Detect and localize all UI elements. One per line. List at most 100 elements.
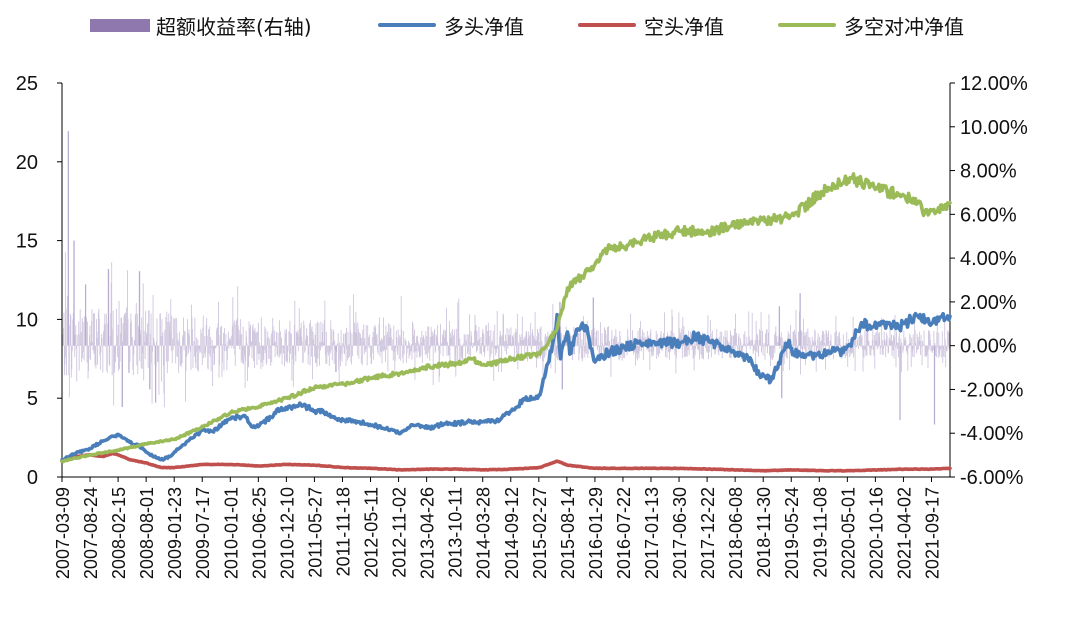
excess-return-bar (365, 345, 367, 353)
excess-return-bar (587, 345, 589, 358)
excess-return-bar (805, 331, 807, 346)
excess-return-bar (702, 345, 704, 358)
excess-return-bar (480, 336, 482, 346)
excess-return-bar (718, 337, 720, 346)
excess-return-bar (534, 312, 536, 346)
excess-return-bar (777, 342, 779, 346)
excess-return-bar (330, 345, 332, 351)
excess-return-bar (370, 345, 372, 358)
excess-return-bar (89, 325, 91, 346)
excess-return-bar (543, 345, 545, 358)
excess-return-bar (437, 342, 439, 346)
excess-return-bar (366, 345, 368, 366)
excess-return-bar (641, 329, 643, 346)
excess-return-bar (454, 345, 456, 362)
excess-return-bar (576, 329, 578, 346)
excess-return-bar (319, 342, 321, 346)
excess-return-bar (619, 330, 621, 346)
excess-return-bar (856, 339, 858, 346)
excess-return-bar (185, 345, 186, 402)
excess-return-bar (724, 330, 726, 346)
excess-return-bar (360, 345, 362, 364)
excess-return-bar (605, 329, 606, 346)
excess-return-bar (319, 345, 321, 351)
excess-return-bar (426, 335, 428, 346)
x-tick-label: 2008-02-15 (109, 487, 129, 579)
excess-return-bar (385, 345, 387, 350)
excess-return-bar (159, 313, 161, 346)
excess-return-bar (190, 345, 191, 352)
excess-return-bar (489, 345, 491, 362)
excess-return-bar (884, 339, 886, 346)
excess-return-bar (329, 345, 331, 352)
excess-return-bar (860, 345, 862, 348)
excess-return-bar (78, 321, 80, 346)
excess-return-bar (329, 345, 331, 354)
legend: 超额收益率(右轴) 多头净值 空头净值 多空对冲净值 (0, 8, 1068, 42)
excess-return-bar (767, 345, 768, 354)
excess-return-bar (698, 345, 699, 351)
excess-return-bar (504, 341, 506, 346)
excess-return-bar (106, 345, 108, 374)
x-tick-label: 2014-09-12 (502, 487, 522, 579)
excess-return-bar (315, 323, 317, 346)
excess-return-bar (798, 331, 799, 346)
excess-return-bar (181, 345, 183, 364)
excess-return-bar (942, 345, 944, 363)
excess-return-bar (472, 345, 474, 349)
excess-return-bar (489, 345, 491, 358)
excess-return-bar (900, 338, 902, 346)
excess-return-bar (371, 345, 373, 364)
excess-return-bar (926, 345, 928, 355)
excess-return-bar (316, 345, 317, 363)
excess-return-bar (621, 345, 623, 361)
excess-return-bar (506, 327, 508, 346)
excess-return-bar (417, 345, 419, 352)
series-line-long (60, 311, 952, 462)
excess-return-bar (255, 332, 257, 346)
excess-return-peak-bar (781, 345, 783, 399)
excess-return-bar (340, 330, 342, 346)
excess-return-bar (762, 330, 763, 346)
excess-return-bar (252, 324, 254, 346)
excess-return-bar (394, 345, 396, 361)
excess-return-bar (727, 340, 729, 346)
left-tick-label: 10 (16, 309, 38, 331)
excess-return-bar (358, 332, 360, 346)
excess-return-bar (75, 345, 77, 350)
excess-return-bar (293, 324, 295, 346)
legend-item-short: 空头净值 (578, 8, 724, 42)
excess-return-bar (443, 330, 444, 346)
excess-return-bar (142, 345, 144, 354)
excess-return-bar (509, 335, 511, 346)
excess-return-bar (343, 345, 345, 354)
excess-return-bar (388, 337, 390, 346)
excess-return-bar (732, 345, 733, 349)
excess-return-bar (319, 345, 320, 366)
excess-return-bar (858, 345, 860, 346)
excess-return-bar (610, 338, 612, 346)
excess-return-bar (144, 341, 146, 346)
excess-return-bar (595, 337, 597, 346)
excess-return-bar (115, 344, 117, 346)
excess-return-bar (110, 313, 112, 346)
excess-return-bar (241, 345, 243, 360)
excess-return-bar (746, 344, 748, 346)
excess-return-bar (798, 345, 800, 347)
excess-return-bar (943, 345, 945, 349)
excess-return-bar (134, 315, 136, 346)
excess-return-bar (323, 343, 325, 346)
excess-return-bar (113, 345, 115, 406)
excess-return-bar (941, 331, 943, 346)
excess-return-bar (737, 336, 739, 346)
excess-return-bar (771, 345, 773, 349)
excess-return-bar (422, 335, 424, 346)
excess-return-bar (915, 345, 917, 346)
excess-return-bar (492, 330, 494, 346)
excess-return-bar (71, 345, 73, 369)
excess-return-bar (147, 345, 149, 368)
excess-return-bar (705, 338, 707, 346)
excess-return-bar (900, 345, 902, 373)
excess-return-bar (161, 319, 163, 346)
excess-return-bar (196, 345, 198, 353)
